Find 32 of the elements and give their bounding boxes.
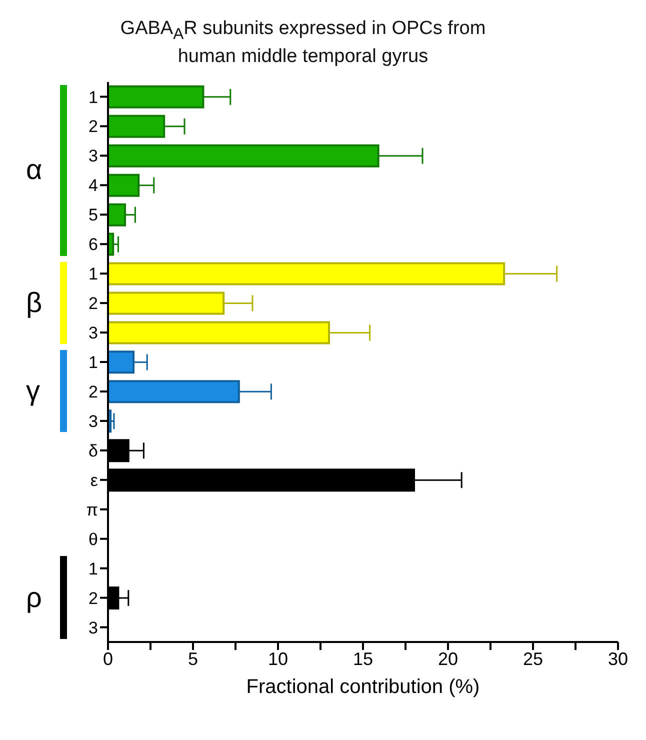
y-tick-label: 3: [88, 323, 98, 342]
x-axis-title: Fractional contribution (%): [245, 676, 481, 699]
y-tick-label: 3: [88, 618, 98, 638]
y-tick-label: 2: [88, 294, 98, 313]
y-tick-label: 2: [88, 588, 98, 608]
x-tick-label: 20: [438, 648, 458, 669]
y-tick-label: ε: [90, 470, 98, 490]
y-tick-label: 6: [88, 234, 98, 254]
chart-title: GABA$_{A}$R subunits expressed in OPCs from human middle temporal gyrus: [119, 17, 487, 69]
text: α: [26, 154, 42, 186]
x-tick-label: 10: [268, 648, 288, 669]
y-tick-label: 1: [88, 264, 98, 284]
y-tick-label: 1: [88, 352, 98, 372]
y-tick-label: 2: [88, 382, 98, 402]
y-tick-label: δ: [88, 441, 98, 460]
x-tick-label: 5: [188, 648, 198, 669]
y-tick-label: 4: [88, 176, 98, 195]
x-tick-label: 0: [102, 648, 114, 669]
text: β: [26, 286, 42, 319]
text: ρ: [26, 582, 42, 614]
x-tick-label: 15: [352, 648, 374, 669]
y-tick-label: 1: [88, 88, 98, 107]
x-tick-label: 30: [608, 648, 628, 669]
y-tick-label: 2: [88, 117, 98, 136]
text: γ: [26, 375, 40, 408]
y-tick-label: 3: [88, 146, 98, 166]
y-tick-label: 1: [88, 559, 98, 578]
x-tick-label: 25: [522, 648, 544, 669]
y-tick-label: 5: [88, 205, 98, 224]
y-tick-label: θ: [88, 530, 98, 549]
y-tick-label: 3: [88, 412, 98, 431]
y-tick-label: π: [86, 500, 98, 520]
